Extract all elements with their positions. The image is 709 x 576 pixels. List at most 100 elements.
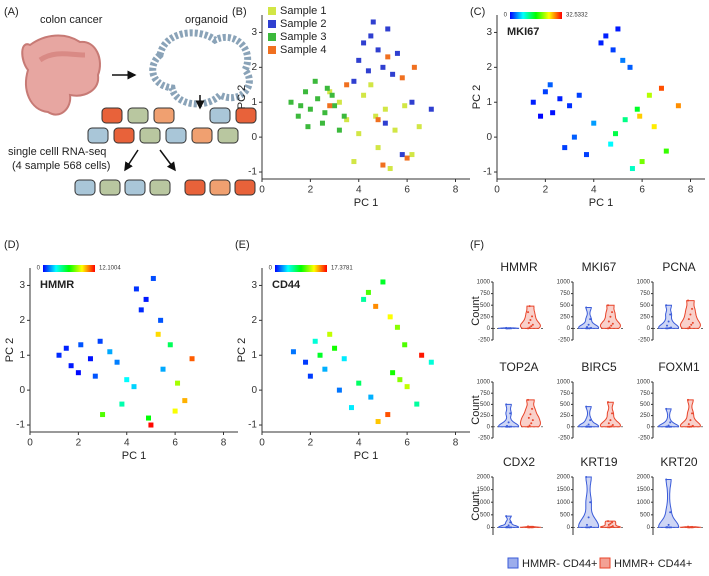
violin-point	[665, 407, 668, 410]
y-tick-label: 500	[480, 303, 491, 309]
y-tick-label: 750	[560, 291, 571, 297]
violin	[658, 304, 680, 329]
violin-point	[688, 326, 691, 329]
point	[399, 75, 405, 81]
panel-label: (D)	[4, 239, 19, 251]
cell	[124, 179, 146, 196]
point	[150, 275, 156, 281]
violin-point	[588, 526, 591, 529]
violin-point	[528, 424, 531, 427]
subplot-title: MKI67	[582, 260, 617, 274]
cell	[99, 179, 121, 196]
point	[419, 352, 425, 358]
y-tick-label: 750	[480, 391, 491, 397]
violin-point	[667, 424, 670, 427]
point	[327, 331, 333, 337]
x-tick-label: 6	[172, 438, 178, 449]
point	[317, 352, 323, 358]
y-tick-label: 0	[647, 326, 651, 332]
point	[307, 373, 313, 379]
violin	[658, 479, 680, 528]
point	[428, 106, 434, 112]
violin-point	[668, 327, 671, 330]
gene-label: MKI67	[507, 26, 539, 38]
violin-point	[507, 327, 510, 330]
point	[351, 78, 357, 84]
cell	[165, 127, 187, 144]
legend-swatch	[268, 33, 276, 41]
x-tick-label: 0	[494, 185, 500, 196]
panel-label: (B)	[232, 6, 247, 18]
violin-point	[666, 327, 669, 330]
point	[361, 92, 367, 98]
violin-point	[690, 323, 693, 326]
violin-point	[588, 425, 591, 428]
y-tick-label: 0	[251, 385, 257, 396]
y-tick-label: 1500	[637, 487, 651, 493]
violin-point	[687, 525, 690, 528]
point	[87, 356, 93, 362]
colorbar-max: 32.5332	[566, 13, 588, 19]
violin-point	[609, 315, 612, 318]
y-tick-label: 750	[560, 391, 571, 397]
point	[583, 152, 589, 158]
point	[675, 103, 681, 109]
point	[411, 64, 417, 70]
violin-point	[590, 425, 592, 428]
violin-point	[689, 526, 692, 529]
point	[114, 359, 120, 365]
violin-point	[586, 326, 588, 329]
point	[78, 342, 84, 348]
violin-point	[688, 425, 691, 428]
violin-point	[527, 425, 530, 428]
violin-point	[587, 423, 590, 426]
violin-point	[608, 526, 611, 529]
point	[627, 64, 633, 70]
point	[598, 40, 604, 46]
x-tick-label: 0	[259, 185, 265, 196]
y-tick-label: 0	[19, 385, 25, 396]
point	[148, 422, 154, 428]
colorbar-min: 0	[269, 266, 273, 272]
violin-point	[691, 321, 694, 324]
colorbar-max: 12.1004	[99, 266, 121, 272]
point	[557, 96, 563, 102]
point	[361, 296, 367, 302]
x-tick-label: 2	[76, 438, 82, 449]
point	[571, 134, 577, 140]
x-tick-label: 6	[404, 185, 410, 196]
x-tick-label: 8	[453, 185, 459, 196]
violin-point	[608, 425, 611, 428]
point	[542, 89, 548, 95]
violin-point	[687, 398, 690, 401]
point	[562, 145, 568, 151]
violin-point	[610, 525, 613, 528]
caption: (4 sample 568 cells)	[12, 160, 110, 172]
violin-point	[669, 421, 672, 424]
point	[538, 113, 544, 119]
violin-point	[687, 425, 690, 428]
point	[567, 103, 573, 109]
point	[298, 103, 304, 109]
colorbar-min: 0	[504, 13, 508, 19]
colorbar	[43, 265, 95, 272]
point	[303, 89, 309, 95]
violin	[679, 399, 701, 428]
y-tick-label: 1000	[637, 280, 651, 286]
x-tick-label: 8	[221, 438, 227, 449]
point	[414, 401, 420, 407]
point	[392, 127, 398, 133]
y-axis-label: PC 2	[236, 85, 248, 109]
violin-point	[589, 318, 592, 321]
point	[603, 33, 609, 39]
point	[97, 338, 103, 344]
point	[397, 377, 403, 383]
legend-label: Sample 4	[280, 44, 326, 56]
point	[373, 303, 379, 309]
arrow	[159, 149, 176, 172]
subplot-title: FOXM1	[658, 360, 700, 374]
violin-point	[509, 327, 512, 330]
panel-label: (E)	[235, 239, 250, 251]
point	[107, 349, 113, 355]
y-tick-label: 0	[487, 326, 491, 332]
